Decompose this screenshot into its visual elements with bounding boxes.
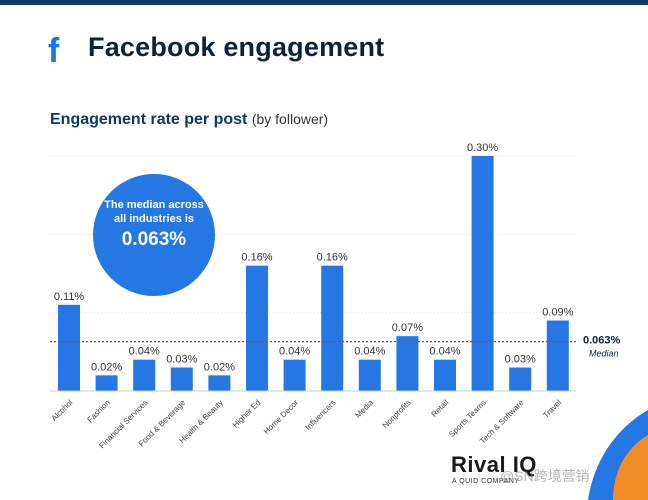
brand-tagline: A QUID COMPANY bbox=[452, 478, 520, 485]
data-label-3: 0.03% bbox=[166, 354, 197, 366]
chart-subtitle: Engagement rate per post (by follower) bbox=[50, 111, 328, 129]
bar-11 bbox=[471, 156, 494, 391]
bar-9 bbox=[396, 336, 419, 391]
page-title: Facebook engagement bbox=[88, 32, 385, 62]
bar-4 bbox=[208, 375, 231, 391]
bar-12 bbox=[509, 367, 532, 391]
data-label-10: 0.04% bbox=[429, 346, 460, 358]
data-label-12: 0.03% bbox=[505, 354, 536, 366]
data-label-1: 0.02% bbox=[91, 361, 122, 373]
bar-0 bbox=[58, 304, 80, 391]
bar-10 bbox=[434, 359, 456, 391]
median-callout-text: The median across all industries is bbox=[104, 199, 204, 225]
data-label-13: 0.09% bbox=[542, 307, 573, 319]
bar-1 bbox=[95, 375, 118, 391]
corner-decoration bbox=[558, 410, 648, 500]
bar-5 bbox=[246, 265, 268, 391]
category-label-5: Higher Ed bbox=[231, 398, 263, 430]
data-label-4: 0.02% bbox=[204, 361, 235, 373]
watermark: @SN跨境营销 bbox=[500, 468, 590, 484]
data-label-9: 0.07% bbox=[392, 322, 423, 334]
data-label-0: 0.11% bbox=[54, 291, 85, 303]
median-callout: The median across all industries is 0.06… bbox=[93, 174, 215, 296]
data-label-7: 0.16% bbox=[317, 252, 348, 264]
data-label-2: 0.04% bbox=[129, 346, 160, 358]
category-label-1: Fashion bbox=[86, 398, 112, 424]
category-label-8: Media bbox=[353, 398, 375, 420]
data-label-11: 0.30% bbox=[467, 142, 498, 154]
rival-iq-logo: Rival IQ bbox=[451, 452, 537, 477]
bar-13 bbox=[546, 320, 569, 391]
median-line-name: Median bbox=[589, 349, 619, 359]
median-line-value: 0.063% bbox=[583, 335, 621, 347]
bar-8 bbox=[358, 359, 381, 391]
subtitle-qualifier: (by follower) bbox=[251, 111, 329, 127]
bar-2 bbox=[133, 359, 156, 391]
facebook-icon: f bbox=[48, 32, 60, 70]
median-callout-value: 0.063% bbox=[121, 229, 187, 250]
category-label-9: Nonprofits bbox=[381, 398, 413, 430]
bar-7 bbox=[321, 265, 344, 391]
category-label-11: Sports Teams bbox=[447, 398, 488, 439]
category-label-0: Alcohol bbox=[49, 398, 74, 423]
top-accent-bar bbox=[0, 0, 648, 5]
data-label-8: 0.04% bbox=[354, 346, 385, 358]
bar-6 bbox=[283, 359, 306, 391]
subtitle-main: Engagement rate per post bbox=[50, 111, 248, 128]
category-label-6: Home Decor bbox=[262, 398, 300, 436]
bar-3 bbox=[170, 367, 193, 391]
data-label-6: 0.04% bbox=[279, 346, 310, 358]
category-label-7: Influencers bbox=[304, 398, 338, 432]
data-label-5: 0.16% bbox=[241, 252, 272, 264]
category-label-10: Retail bbox=[430, 398, 451, 419]
